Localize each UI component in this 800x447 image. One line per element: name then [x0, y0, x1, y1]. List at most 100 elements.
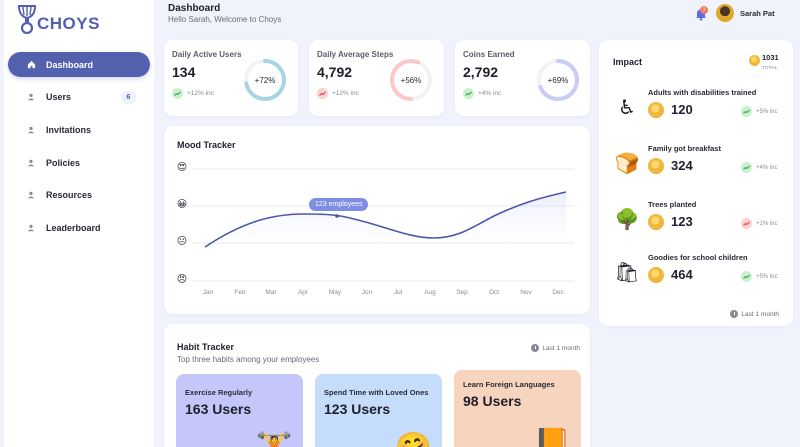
impact-row: 🌳 Trees planted 123 +1% inc	[599, 200, 800, 245]
stat-card-coins-earned: Coins Earned 2,792 +4% inc +69%	[455, 40, 590, 116]
chart-tooltip: 123 employees	[309, 198, 369, 211]
habit-card-languages[interactable]: Learn Foreign Languages 98 Users 📙	[454, 370, 581, 447]
stat-value: 2,792	[463, 64, 499, 80]
gift-bags-icon: 🛍	[614, 262, 640, 284]
card-title: Mood Tracker	[177, 140, 236, 150]
sidebar-item-dashboard[interactable]: Dashboard	[8, 52, 150, 77]
progress-ring	[244, 59, 286, 101]
user-icon	[26, 92, 36, 102]
x-tick: Dec	[552, 289, 564, 296]
angry-emoji-icon: 😠	[176, 274, 188, 285]
trend-up-icon	[172, 88, 183, 99]
sidebar-item-label: Dashboard	[46, 59, 94, 70]
coin-icon	[648, 267, 664, 283]
sidebar-item-label: Users	[46, 92, 72, 103]
trend-up-icon	[741, 162, 752, 173]
sidebar-item-invitations[interactable]: Invitations	[8, 117, 150, 142]
x-tick: Feb	[234, 289, 246, 296]
ring-percent: +56%	[400, 75, 422, 85]
x-tick: Oct	[488, 289, 500, 296]
coin-icon	[648, 214, 664, 230]
habit-tracker-card: Habit Tracker Top three habits among you…	[164, 324, 590, 447]
hug-illustration-icon: 🤗	[395, 434, 432, 447]
habit-card-exercise[interactable]: Exercise Regularly 163 Users 🏋	[176, 374, 303, 447]
user-name[interactable]: Sarah Pat	[740, 9, 775, 18]
mood-tracker-card: Mood Tracker 😍 😀 😐 😠 123 employees Jan F…	[164, 126, 590, 314]
exercise-illustration-icon: 🏋	[256, 434, 293, 447]
clock-icon	[531, 344, 540, 352]
stat-trend: +12% inc	[172, 88, 214, 99]
card-title: Habit Tracker	[177, 342, 235, 352]
progress-ring	[537, 59, 579, 101]
stat-title: Daily Active Users	[172, 50, 242, 59]
stat-card-daily-average-steps: Daily Average Steps 4,792 +12% inc +56%	[309, 40, 444, 116]
impact-total-label: TOTAL	[762, 65, 778, 70]
ring-percent: +69%	[547, 75, 569, 85]
trophy-logo-icon	[17, 5, 37, 34]
sidebar-item-policies[interactable]: Policies	[8, 150, 150, 175]
user-icon	[26, 223, 36, 233]
x-tick: Apr	[297, 289, 309, 296]
user-icon	[26, 125, 36, 135]
stat-card-daily-active-users: Daily Active Users 134 +12% inc +72%	[164, 40, 298, 116]
user-icon	[26, 190, 36, 200]
x-tick: Nov	[520, 289, 532, 296]
heart-eyes-emoji-icon: 😍	[176, 162, 188, 173]
card-title: Impact	[613, 57, 643, 67]
trend-up-icon	[741, 106, 752, 117]
stat-title: Daily Average Steps	[317, 50, 394, 59]
card-subtitle: Top three habits among your employees	[177, 355, 320, 364]
sidebar-item-label: Leaderboard	[46, 222, 101, 233]
habit-card-loved-ones[interactable]: Spend Time with Loved Ones 123 Users 🤗	[315, 374, 442, 447]
trend-up-icon	[463, 88, 474, 99]
impact-row: 🛍 Goodies for school children 464 +5% in…	[599, 253, 800, 298]
sidebar-item-users[interactable]: Users 6	[8, 85, 150, 110]
logo[interactable]: CHOYS	[16, 4, 100, 34]
grinning-emoji-icon: 😀	[176, 199, 188, 210]
trend-up-icon	[741, 271, 752, 282]
translate-book-illustration-icon: 📙	[533, 428, 571, 447]
home-icon	[26, 60, 36, 70]
x-tick: Jul	[393, 289, 403, 296]
avatar[interactable]	[716, 4, 734, 22]
stat-value: 4,792	[317, 64, 353, 80]
impact-period[interactable]: Last 1 month	[730, 310, 779, 318]
users-count-badge: 6	[121, 90, 136, 104]
clock-icon	[730, 310, 739, 318]
sidebar-item-leaderboard[interactable]: Leaderboard	[8, 215, 150, 240]
coin-icon	[749, 55, 760, 66]
mood-line-chart[interactable]	[164, 126, 590, 314]
stat-value: 134	[172, 64, 196, 80]
stat-trend: +4% inc	[463, 88, 501, 99]
brand-name: CHOYS	[37, 14, 100, 33]
stat-trend: +12% inc	[317, 88, 359, 99]
tree-icon: 🌳	[614, 209, 640, 231]
impact-row: ♿ Adults with disabilities trained 120 +…	[599, 88, 800, 133]
x-tick: May	[328, 289, 342, 296]
sidebar-nav: Dashboard Users 6 Invitations Policies	[8, 52, 150, 248]
user-icon	[26, 158, 36, 168]
neutral-emoji-icon: 😐	[176, 236, 188, 247]
impact-total: 1031	[762, 53, 779, 62]
sidebar-item-resources[interactable]: Resources	[8, 183, 150, 208]
habit-period[interactable]: Last 1 month	[531, 344, 580, 352]
impact-card: Impact 1031 TOTAL ♿ Adults with disabili…	[599, 40, 793, 326]
x-tick: Jan	[202, 289, 214, 296]
ring-percent: +72%	[254, 75, 276, 85]
x-tick: Mar	[265, 289, 277, 296]
trend-down-icon	[317, 88, 328, 99]
progress-ring	[390, 59, 432, 101]
trend-down-icon	[741, 218, 752, 229]
sidebar-item-label: Resources	[46, 190, 93, 201]
welcome-message: Hello Sarah, Welcome to Choys	[168, 15, 282, 24]
page-title: Dashboard	[168, 3, 221, 14]
sidebar-item-label: Policies	[46, 157, 81, 168]
notification-badge: 3	[700, 6, 708, 14]
stat-title: Coins Earned	[463, 50, 515, 59]
coin-icon	[648, 158, 664, 174]
sidebar: CHOYS Dashboard Users 6 Invitations	[4, 0, 154, 447]
x-tick: Sep	[456, 289, 468, 296]
wheelchair-icon: ♿	[618, 97, 636, 119]
x-tick: Jun	[361, 289, 373, 296]
